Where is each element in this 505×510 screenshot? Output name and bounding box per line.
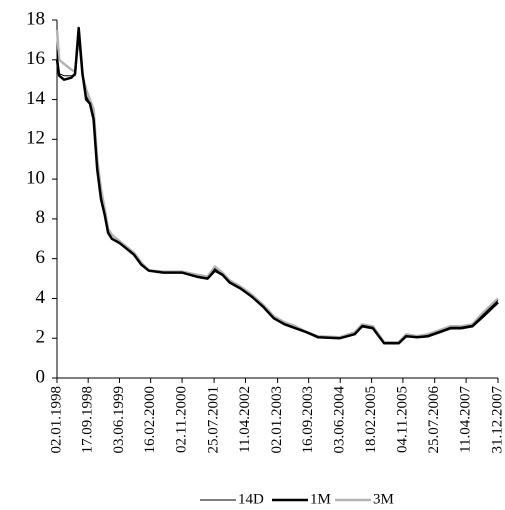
- y-tick-label: 16: [26, 48, 45, 69]
- series-line: [56, 39, 499, 344]
- y-tick-label: 6: [36, 247, 46, 268]
- legend-label: 14D: [238, 491, 264, 507]
- y-tick-label: 14: [26, 88, 46, 109]
- y-tick-label: 0: [36, 366, 46, 387]
- series-line: [55, 29, 499, 344]
- x-tick-label: 04.11.2005: [394, 386, 410, 453]
- y-tick-label: 18: [26, 8, 45, 29]
- x-tick-label: 11.04.2007: [458, 386, 474, 453]
- x-tick-label: 18.02.2005: [363, 386, 379, 454]
- y-tick-label: 12: [26, 128, 45, 149]
- y-tick-label: 2: [36, 327, 46, 348]
- x-tick-label: 03.06.2004: [332, 386, 348, 454]
- legend-label: 3M: [373, 491, 394, 507]
- x-tick-label: 02.01.2003: [269, 386, 285, 454]
- x-tick-label: 03.06.1999: [111, 386, 127, 454]
- x-tick-label: 31.12.2007: [489, 386, 505, 454]
- legend-label: 1M: [310, 491, 331, 507]
- x-tick-label: 16.09.2003: [300, 386, 316, 454]
- x-tick-label: 11.04.2002: [237, 386, 253, 453]
- x-tick-label: 25.07.2006: [426, 386, 442, 454]
- series-line: [55, 26, 499, 345]
- x-tick-label: 02.01.1998: [48, 386, 64, 454]
- y-tick-label: 10: [26, 167, 45, 188]
- x-tick-label: 16.02.2000: [142, 386, 158, 454]
- y-tick-label: 4: [36, 287, 46, 308]
- x-tick-label: 02.11.2000: [173, 386, 189, 453]
- y-tick-label: 8: [36, 207, 46, 228]
- x-tick-label: 17.09.1998: [80, 386, 96, 454]
- x-tick-label: 25.07.2001: [206, 386, 222, 454]
